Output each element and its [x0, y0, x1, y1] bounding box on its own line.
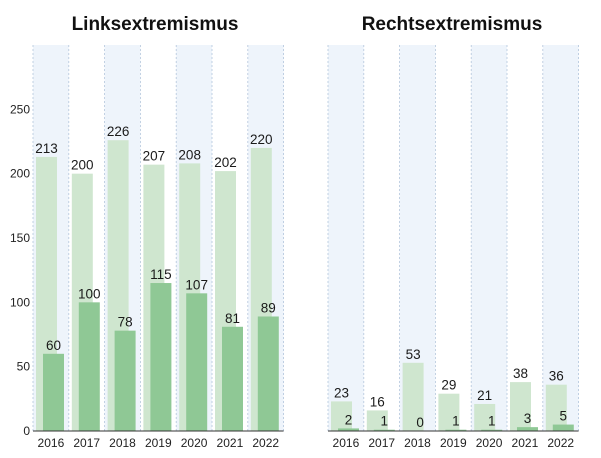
column-band	[471, 45, 507, 431]
y-tick-label: 100	[10, 295, 30, 309]
data-label: 78	[118, 315, 133, 330]
bar-rechts-total-2019	[438, 393, 460, 431]
data-label: 1	[488, 414, 496, 429]
x-tick-label: 2017	[73, 436, 100, 450]
x-tick-label: 2019	[440, 436, 467, 450]
data-label: 89	[261, 300, 276, 315]
data-label: 115	[150, 267, 172, 282]
bar-rechts-part-2016	[338, 428, 359, 431]
x-tick-label: 2021	[217, 436, 244, 450]
y-tick-label: 150	[10, 231, 30, 245]
bar-rechts-total-2022	[545, 384, 567, 431]
column-band	[328, 45, 364, 431]
x-tick-label: 2020	[476, 436, 503, 450]
data-label: 21	[477, 388, 492, 403]
data-label: 220	[250, 132, 273, 147]
data-label: 213	[35, 141, 58, 156]
data-label: 2	[345, 412, 353, 427]
data-label: 226	[107, 124, 130, 139]
y-tick-label: 0	[23, 424, 30, 438]
x-tick-label: 2019	[145, 436, 172, 450]
bar-rechts-part-2021	[517, 427, 538, 431]
data-label: 1	[452, 414, 460, 429]
panel-linksextremismus: Linksextremismus 213 60 2016 200 100 2017 226 78…	[10, 14, 285, 450]
x-tick-label: 2022	[252, 436, 279, 450]
data-label: 81	[225, 311, 240, 326]
data-label: 1	[381, 414, 389, 429]
bar-links-part-2017	[78, 302, 100, 431]
data-label: 23	[334, 385, 349, 400]
x-tick-label: 2018	[404, 436, 431, 450]
data-label: 5	[560, 409, 568, 424]
bar-rechts-total-2021	[510, 382, 531, 431]
data-label: 107	[185, 277, 208, 292]
bar-rechts-total-2018	[402, 362, 424, 431]
data-label: 53	[406, 347, 421, 362]
bar-rechts-total-2017	[366, 410, 388, 431]
data-label: 200	[71, 158, 94, 173]
data-label: 3	[524, 411, 532, 426]
data-label: 36	[549, 369, 564, 384]
data-label: 202	[214, 155, 237, 170]
data-label: 29	[441, 378, 456, 393]
x-tick-label: 2020	[181, 436, 208, 450]
data-label: 208	[178, 147, 201, 162]
x-tick-label: 2016	[333, 436, 360, 450]
bar-rechts-total-2020	[474, 403, 496, 431]
data-label: 207	[143, 149, 166, 164]
bar-rechts-part-2017	[373, 429, 395, 431]
bar-rechts-part-2022	[552, 424, 574, 431]
bar-links-part-2022	[257, 316, 279, 431]
y-tick-label: 50	[17, 360, 31, 374]
y-tick-label: 200	[10, 167, 30, 181]
bar-links-part-2016	[43, 353, 64, 431]
x-tick-label: 2016	[38, 436, 65, 450]
bar-rechts-part-2019	[445, 429, 467, 431]
data-label: 0	[416, 415, 424, 430]
y-tick-label: 250	[10, 102, 30, 116]
chart-title: Rechtsextremismus	[362, 14, 543, 35]
data-label: 16	[370, 394, 385, 409]
x-tick-label: 2017	[368, 436, 395, 450]
x-tick-label: 2018	[109, 436, 136, 450]
column-band	[542, 45, 579, 431]
data-label: 60	[46, 338, 61, 353]
bar-links-part-2020	[186, 293, 208, 431]
panel-rechtsextremismus: Rechtsextremismus23220161612017530201829…	[327, 14, 579, 450]
bar-rechts-part-2020	[481, 429, 503, 431]
bar-links-part-2021	[222, 326, 243, 431]
chart-title: Linksextremismus	[72, 14, 239, 35]
data-label: 38	[513, 366, 528, 381]
x-tick-label: 2022	[547, 436, 574, 450]
bar-links-part-2019	[150, 283, 172, 431]
data-label: 100	[78, 286, 101, 301]
x-tick-label: 2021	[512, 436, 539, 450]
bar-rechts-total-2016	[331, 401, 352, 431]
bar-links-part-2018	[114, 330, 136, 431]
